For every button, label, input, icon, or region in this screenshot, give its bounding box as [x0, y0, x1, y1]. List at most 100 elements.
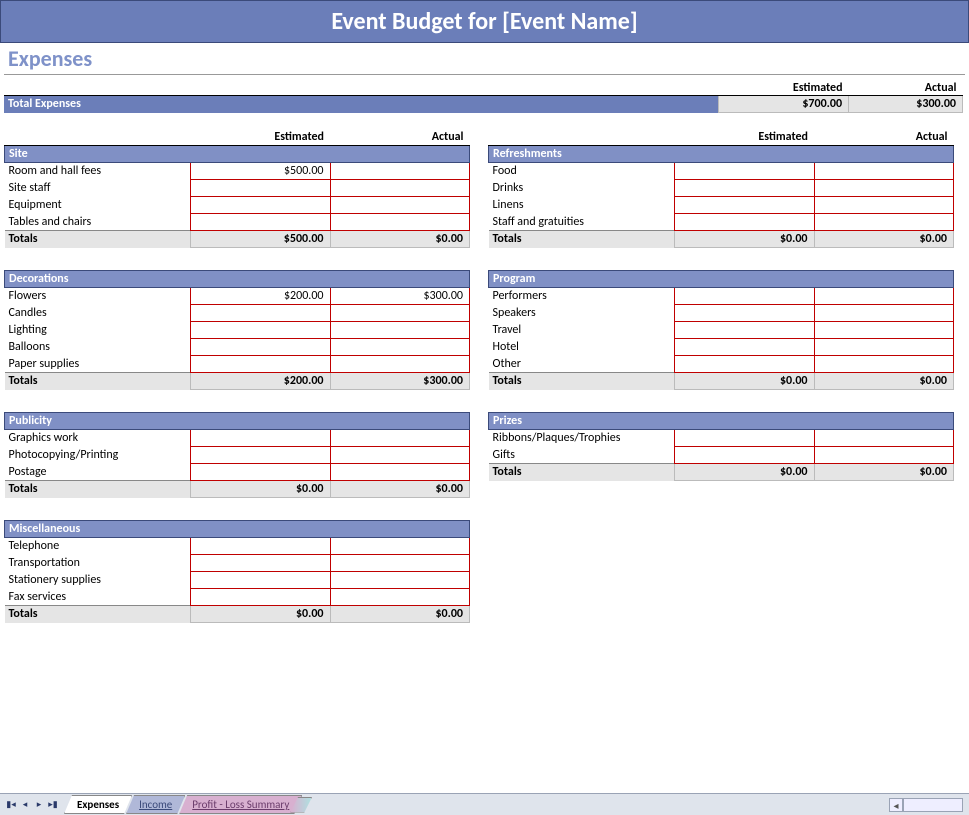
- cell-estimated[interactable]: [191, 180, 331, 197]
- cell-estimated[interactable]: [675, 305, 815, 322]
- totals-label: Totals: [5, 606, 191, 623]
- cell-actual[interactable]: [814, 339, 954, 356]
- category-header: Prizes: [489, 413, 954, 430]
- table-row: Postage: [5, 464, 470, 481]
- cell-actual[interactable]: [330, 356, 470, 373]
- cell-estimated[interactable]: [191, 589, 331, 606]
- tab-nav-last[interactable]: ▸▮: [46, 798, 60, 812]
- row-label: Tables and chairs: [5, 214, 191, 231]
- cell-actual[interactable]: [330, 322, 470, 339]
- cell-actual[interactable]: [814, 356, 954, 373]
- cell-actual[interactable]: [814, 288, 954, 305]
- cell-actual[interactable]: [330, 572, 470, 589]
- cell-estimated[interactable]: [675, 180, 815, 197]
- totals-estimated: $200.00: [191, 373, 331, 390]
- cell-actual[interactable]: [330, 214, 470, 231]
- cell-actual[interactable]: [814, 447, 954, 464]
- category-table: PublicityGraphics workPhotocopying/Print…: [4, 412, 470, 498]
- cell-estimated[interactable]: [191, 430, 331, 447]
- cell-estimated[interactable]: [191, 322, 331, 339]
- cell-estimated[interactable]: [675, 214, 815, 231]
- tab-income[interactable]: Income: [126, 795, 185, 814]
- tab-nav-prev[interactable]: ◂: [18, 798, 32, 812]
- cell-estimated[interactable]: [675, 163, 815, 180]
- tab-nav-first[interactable]: ▮◂: [4, 798, 18, 812]
- row-label: Equipment: [5, 197, 191, 214]
- cell-actual[interactable]: [814, 163, 954, 180]
- cell-actual[interactable]: [330, 197, 470, 214]
- table-row: Performers: [489, 288, 954, 305]
- cell-actual[interactable]: [330, 163, 470, 180]
- category-header: Program: [489, 271, 954, 288]
- cell-estimated[interactable]: [191, 197, 331, 214]
- cell-actual[interactable]: [814, 180, 954, 197]
- tab-expenses[interactable]: Expenses: [64, 795, 132, 814]
- table-row: Tables and chairs: [5, 214, 470, 231]
- cell-estimated[interactable]: [191, 555, 331, 572]
- table-row: Room and hall fees$500.00: [5, 163, 470, 180]
- page-title: Event Budget for [Event Name]: [0, 0, 969, 43]
- cell-estimated[interactable]: [675, 447, 815, 464]
- cell-estimated[interactable]: [675, 430, 815, 447]
- cell-estimated[interactable]: [191, 339, 331, 356]
- tab-profit-loss[interactable]: Profit - Loss Summary: [179, 795, 302, 814]
- cell-estimated[interactable]: [675, 288, 815, 305]
- row-label: Transportation: [5, 555, 191, 572]
- col-header-actual: Actual: [814, 129, 954, 146]
- cell-estimated[interactable]: $500.00: [191, 163, 331, 180]
- table-row: Hotel: [489, 339, 954, 356]
- cell-estimated[interactable]: [191, 464, 331, 481]
- category-table: DecorationsFlowers$200.00$300.00CandlesL…: [4, 270, 470, 390]
- table-row: Food: [489, 163, 954, 180]
- cell-actual[interactable]: $300.00: [330, 288, 470, 305]
- hscroll-track[interactable]: [903, 798, 963, 812]
- table-row: Travel: [489, 322, 954, 339]
- cell-estimated[interactable]: [191, 356, 331, 373]
- tab-nav-next[interactable]: ▸: [32, 798, 46, 812]
- cell-estimated[interactable]: [191, 214, 331, 231]
- row-label: Balloons: [5, 339, 191, 356]
- row-label: Performers: [489, 288, 675, 305]
- totals-label: Totals: [5, 231, 191, 248]
- cell-estimated[interactable]: [675, 356, 815, 373]
- cell-actual[interactable]: [330, 447, 470, 464]
- cell-actual[interactable]: [814, 305, 954, 322]
- table-row: Other: [489, 356, 954, 373]
- cell-actual[interactable]: [814, 430, 954, 447]
- cell-estimated[interactable]: [191, 305, 331, 322]
- table-row: Stationery supplies: [5, 572, 470, 589]
- col-header-actual: Actual: [849, 81, 963, 96]
- cell-actual[interactable]: [814, 197, 954, 214]
- totals-label: Totals: [489, 373, 675, 390]
- totals-actual: $0.00: [814, 373, 954, 390]
- cell-estimated[interactable]: [675, 197, 815, 214]
- cell-estimated[interactable]: [675, 339, 815, 356]
- table-row: Gifts: [489, 447, 954, 464]
- total-expenses-estimated: $700.00: [719, 96, 849, 113]
- cell-estimated[interactable]: [191, 538, 331, 555]
- table-row: Photocopying/Printing: [5, 447, 470, 464]
- cell-actual[interactable]: [330, 180, 470, 197]
- cell-actual[interactable]: [330, 589, 470, 606]
- totals-label: Totals: [489, 464, 675, 481]
- row-label: Travel: [489, 322, 675, 339]
- table-row: Speakers: [489, 305, 954, 322]
- cell-estimated[interactable]: $200.00: [191, 288, 331, 305]
- cell-actual[interactable]: [814, 214, 954, 231]
- cell-actual[interactable]: [330, 305, 470, 322]
- table-row: Site staff: [5, 180, 470, 197]
- totals-actual: $0.00: [814, 464, 954, 481]
- cell-actual[interactable]: [814, 322, 954, 339]
- hscroll-left[interactable]: ◂: [889, 798, 903, 812]
- cell-actual[interactable]: [330, 538, 470, 555]
- cell-estimated[interactable]: [191, 447, 331, 464]
- cell-estimated[interactable]: [191, 572, 331, 589]
- cell-estimated[interactable]: [675, 322, 815, 339]
- cell-actual[interactable]: [330, 555, 470, 572]
- cell-actual[interactable]: [330, 339, 470, 356]
- row-label: Room and hall fees: [5, 163, 191, 180]
- category-table: EstimatedActualRefreshmentsFoodDrinksLin…: [488, 129, 954, 248]
- cell-actual[interactable]: [330, 464, 470, 481]
- total-expenses-table: Estimated Actual Total Expenses $700.00 …: [4, 81, 963, 113]
- cell-actual[interactable]: [330, 430, 470, 447]
